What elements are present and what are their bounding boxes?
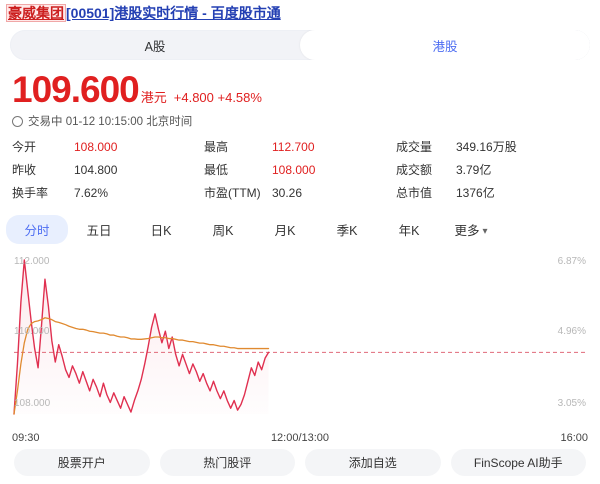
title-highlight: 豪威集团: [6, 4, 66, 22]
ai-assistant-button[interactable]: FinScope AI助手: [450, 449, 586, 476]
quote-price-row: 109.600 港元 +4.800 +4.58%: [0, 60, 600, 110]
stat-label: 市盈(TTM): [204, 186, 261, 200]
y-axis-right-bottom: 3.05%: [557, 398, 586, 409]
stat-value: 104.800: [74, 163, 118, 177]
circle-icon: [12, 115, 23, 127]
chart-tab-more-label: 更多: [454, 224, 480, 238]
stat-label: 成交量: [396, 140, 433, 154]
quote-stats: 今开 108.000 最高 112.700 成交量 349.16万股 昨收 104.80…: [12, 138, 588, 201]
tab-a-shares[interactable]: A股: [144, 39, 166, 54]
stat-high: 最高 112.700: [204, 138, 396, 155]
tab-hk-shares[interactable]: 港股: [300, 30, 590, 60]
chart-tab-yearly-k[interactable]: 年K: [398, 224, 420, 238]
stat-label: 换手率: [12, 186, 49, 200]
stat-label: 最低: [204, 163, 229, 177]
stat-value: 112.700: [272, 140, 315, 154]
stat-value: 3.79亿: [456, 163, 492, 177]
price-change: +4.800 +4.58%: [173, 90, 262, 105]
x-axis-end: 16:00: [560, 432, 588, 444]
y-axis-left-mid: 110.000: [14, 326, 50, 337]
bottom-actions: 股票开户 热门股评 添加自选 FinScope AI助手: [0, 449, 600, 476]
stat-label: 成交额: [396, 163, 433, 177]
stat-value: 30.26: [272, 186, 303, 200]
chart-tab-weekly-k[interactable]: 周K: [212, 224, 234, 238]
chevron-down-icon: ▾: [482, 226, 488, 237]
stat-open: 今开 108.000: [12, 138, 204, 155]
y-axis-left-bottom: 108.000: [14, 398, 51, 409]
y-axis-right-mid: 4.96%: [557, 326, 586, 337]
x-axis-mid: 12:00/13:00: [270, 432, 330, 444]
stat-label: 最高: [204, 140, 229, 154]
x-axis: 09:30 12:00/13:00 16:00: [12, 430, 588, 452]
chart-tab-five-day[interactable]: 五日: [86, 224, 112, 238]
stat-label: 总市值: [396, 186, 433, 200]
title-rest: [00501]港股实时行情 - 百度股市通: [66, 5, 281, 21]
stat-value: 108.000: [272, 163, 316, 177]
hot-commentary-button[interactable]: 热门股评: [159, 449, 295, 476]
chart-tab-daily-k[interactable]: 日K: [150, 224, 172, 238]
chart-tab-intraday[interactable]: 分时: [6, 215, 68, 244]
stat-value: 1376亿: [456, 186, 495, 200]
stat-turnover-rate: 换手率 7.62%: [12, 184, 204, 201]
x-axis-start: 09:30: [12, 432, 40, 444]
currency-label: 港元: [140, 90, 167, 105]
title-link[interactable]: 豪威集团 [00501]港股实时行情 - 百度股市通: [6, 4, 281, 22]
market-status-row: 交易中 01-12 10:15:00 北京时间: [0, 110, 600, 129]
stat-value: 349.16万股: [456, 140, 517, 154]
page-title: 豪威集团 [00501]港股实时行情 - 百度股市通: [0, 0, 600, 24]
chart-period-tabs: 分时 五日 日K 周K 月K 季K 年K 更多 ▾: [6, 215, 594, 244]
stat-value: 108.000: [74, 140, 118, 154]
stat-turnover-amount: 成交额 3.79亿: [396, 161, 588, 178]
y-axis-right-top: 6.87%: [557, 256, 586, 267]
chart-canvas: [13, 259, 586, 415]
chart-tab-monthly-k[interactable]: 月K: [274, 224, 296, 238]
chart-tab-quarterly-k[interactable]: 季K: [336, 224, 358, 238]
stat-label: 昨收: [12, 163, 37, 177]
stat-volume: 成交量 349.16万股: [396, 138, 588, 155]
add-watchlist-button[interactable]: 添加自选: [305, 449, 441, 476]
market-tabs: A股 港股: [10, 30, 590, 60]
stat-prev-close: 昨收 104.800: [12, 161, 204, 178]
chart-tab-more[interactable]: 更多 ▾: [440, 215, 502, 244]
market-status-text: 交易中 01-12 10:15:00 北京时间: [28, 116, 193, 128]
stat-value: 7.62%: [74, 186, 109, 200]
stat-low: 最低 108.000: [204, 161, 396, 178]
stat-market-cap: 总市值 1376亿: [396, 184, 588, 201]
intraday-chart[interactable]: 112.000 110.000 108.000 6.87% 4.96% 3.05…: [0, 250, 600, 428]
stat-pe-ttm: 市盈(TTM) 30.26: [204, 184, 396, 201]
y-axis-left-top: 112.000: [14, 256, 50, 267]
current-price: 109.600: [12, 69, 140, 110]
stat-label: 今开: [12, 140, 37, 154]
open-account-button[interactable]: 股票开户: [14, 449, 150, 476]
